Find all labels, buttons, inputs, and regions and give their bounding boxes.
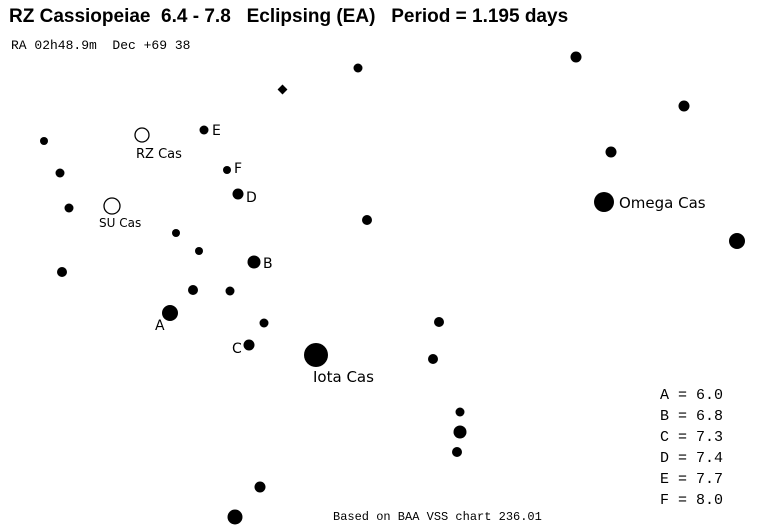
- field-star: [227, 509, 243, 525]
- comparison-star-f: [223, 166, 231, 174]
- field-star: [195, 247, 203, 255]
- omega-cas-star: [594, 192, 614, 212]
- coordinates: RA 02h48.9m Dec +69 38: [11, 38, 191, 53]
- field-star: [188, 285, 198, 295]
- field-star: [64, 203, 74, 213]
- field-star: [729, 233, 745, 249]
- field-star: [452, 447, 462, 457]
- comparison-label-e: E: [212, 123, 221, 139]
- rz-cas-variable-star: [134, 127, 150, 143]
- field-star: [428, 354, 438, 364]
- su-cas-variable-star: [103, 197, 121, 215]
- comparison-label-c: C: [232, 341, 242, 357]
- field-star: [254, 481, 266, 493]
- comparison-star-e: [199, 125, 209, 135]
- comparison-label-f: F: [234, 161, 242, 177]
- legend-entry-a: A = 6.0: [660, 387, 724, 404]
- field-star: [55, 168, 65, 178]
- chart-title: RZ Cassiopeiae 6.4 - 7.8 Eclipsing (EA) …: [9, 6, 569, 27]
- field-star: [40, 137, 48, 145]
- field-star: [353, 63, 363, 73]
- comparison-label-a: A: [155, 318, 165, 334]
- iota-cas-star: [304, 343, 328, 367]
- field-star: [225, 286, 235, 296]
- legend-entry-e: E = 7.7: [660, 471, 724, 488]
- magnitude-legend: A = 6.0 B = 6.8 C = 7.3 D = 7.4 E = 7.7 …: [660, 385, 723, 511]
- legend-entry-b: B = 6.8: [660, 408, 724, 425]
- field-star: [453, 425, 467, 439]
- omega-cas-label: Omega Cas: [619, 194, 706, 212]
- iota-cas-label: Iota Cas: [313, 368, 374, 386]
- field-star: [277, 84, 288, 95]
- comparison-star-c: [243, 339, 255, 351]
- field-star: [57, 267, 67, 277]
- field-star: [455, 407, 465, 417]
- comparison-label-b: B: [263, 256, 273, 272]
- field-star: [434, 317, 444, 327]
- field-star: [172, 229, 180, 237]
- chart-source-credit: Based on BAA VSS chart 236.01: [333, 510, 542, 524]
- field-star: [259, 318, 269, 328]
- comparison-star-a: [162, 305, 178, 321]
- legend-entry-d: D = 7.4: [660, 450, 724, 467]
- field-stars: [40, 51, 745, 525]
- su-cas-label: SU Cas: [99, 216, 141, 230]
- legend-entry-c: C = 7.3: [660, 429, 724, 446]
- comparison-star-b: [247, 255, 261, 269]
- field-star: [362, 215, 372, 225]
- legend-entry-f: F = 8.0: [660, 492, 724, 509]
- field-star: [570, 51, 582, 63]
- field-star: [605, 146, 617, 158]
- comparison-star-d: [232, 188, 244, 200]
- rz-cas-label: RZ Cas: [136, 147, 182, 162]
- field-star: [678, 100, 690, 112]
- comparison-label-d: D: [246, 190, 257, 206]
